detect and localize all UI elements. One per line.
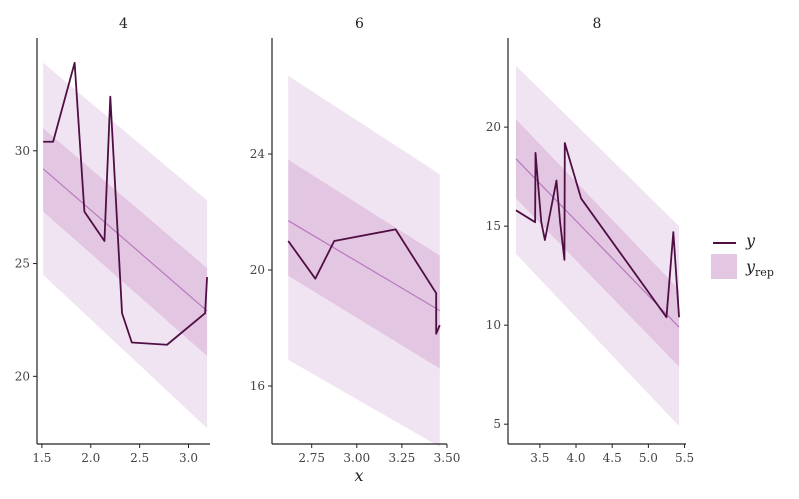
y-tick-label: 20 — [486, 120, 501, 134]
median-line — [42, 168, 208, 312]
x-tick-label: 3.5 — [530, 451, 549, 465]
x-tick-label: 3.0 — [179, 451, 198, 465]
legend-yrep-subscript: rep — [755, 266, 774, 279]
y-tick-label: 5 — [493, 417, 501, 431]
panel-4: 20 25 30 1.5 2.0 2.5 3.0 4 — [15, 16, 210, 465]
x-tick-label: 3.50 — [434, 451, 461, 465]
y-tick-label: 10 — [486, 318, 501, 332]
panel-title: 8 — [593, 16, 602, 32]
y-tick-label: 20 — [15, 369, 30, 383]
legend-yrep-main: y — [745, 257, 756, 276]
x-tick-label: 5.5 — [675, 451, 694, 465]
x-tick-label: 2.0 — [81, 451, 100, 465]
x-tick-label: 4.0 — [566, 451, 585, 465]
legend-observed-label: y — [745, 231, 756, 250]
x-tick-label: 2.5 — [130, 451, 149, 465]
observed-series-line — [287, 228, 441, 335]
y-tick-label: 16 — [250, 379, 265, 393]
y-tick-label: 30 — [15, 144, 30, 158]
panel-title: 4 — [119, 16, 128, 32]
x-tick-label: 4.5 — [603, 451, 622, 465]
y-tick-label: 24 — [250, 147, 266, 161]
x-tick-label: 2.75 — [298, 451, 325, 465]
x-tick-label: 5.0 — [639, 451, 658, 465]
facet-panels: 20 25 30 1.5 2.0 2.5 3.0 4 16 20 24 2.75 3.00 3.25 3.5… — [15, 16, 694, 465]
panel-title: 6 — [355, 16, 364, 32]
inner-interval-band — [288, 159, 440, 369]
x-tick-label: 3.00 — [343, 451, 370, 465]
observed-series-line — [515, 142, 680, 319]
panel-8: 5 10 15 20 3.5 4.0 4.5 5.0 5.5 8 — [486, 16, 694, 465]
median-line — [515, 158, 680, 328]
y-tick-label: 15 — [486, 219, 501, 233]
panel-6: 16 20 24 2.75 3.00 3.25 3.50 6 — [250, 16, 461, 465]
x-tick-label: 1.5 — [32, 451, 51, 465]
legend-yrep-label: yrep — [745, 257, 774, 279]
y-tick-label: 25 — [15, 257, 30, 271]
observed-series-line — [43, 61, 208, 346]
y-tick-label: 20 — [250, 263, 265, 277]
x-tick-label: 3.25 — [389, 451, 416, 465]
x-axis-label: x — [354, 466, 363, 485]
legend: y yrep — [711, 231, 774, 279]
legend-yrep-swatch — [711, 254, 737, 279]
inner-interval-band — [43, 128, 208, 357]
median-line — [287, 220, 441, 312]
